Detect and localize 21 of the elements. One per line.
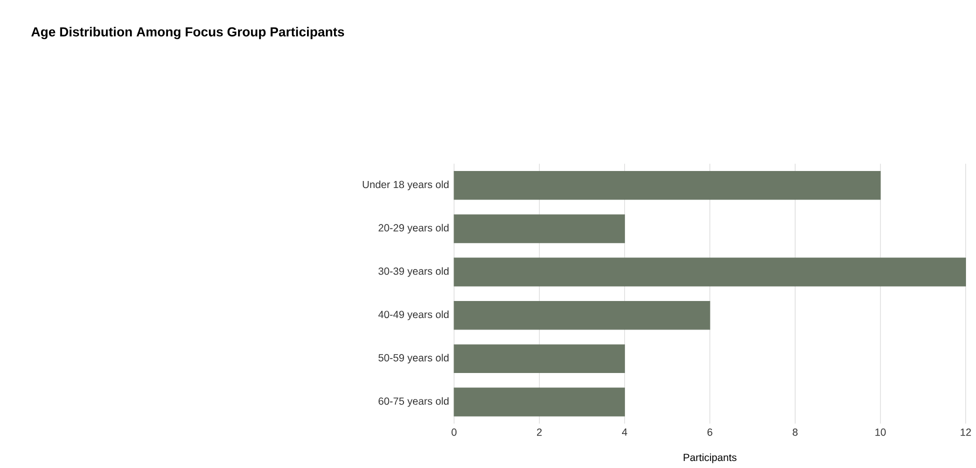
- bar: [454, 388, 625, 416]
- text: Age Distribution Among Focus Group Participants: [31, 27, 344, 40]
- bar: [454, 301, 710, 330]
- x-tick-label: 4: [622, 428, 628, 436]
- bar: [454, 258, 966, 287]
- y-tick-label: Under 18 years old: [362, 180, 449, 190]
- x-tick-label: 8: [792, 428, 798, 436]
- x-tick-label: 6: [708, 428, 712, 436]
- x-tick-label: 0: [452, 428, 457, 436]
- y-tick-label: 30-39 years old: [378, 267, 449, 277]
- bar: [454, 171, 881, 200]
- y-tick-label: 40-49 years old: [378, 310, 449, 320]
- x-tick-label: 2: [536, 428, 542, 436]
- x-axis-title: Participants: [684, 454, 736, 464]
- bar: [454, 214, 625, 244]
- x-tick-label: 10: [875, 428, 886, 436]
- bar: [454, 344, 625, 374]
- y-tick-label: 20-29 years old: [378, 224, 449, 234]
- x-tick-label: 12: [960, 428, 971, 436]
- y-tick-label: 60-75 years old: [378, 397, 449, 407]
- y-tick-label: 50-59 years old: [378, 354, 449, 364]
